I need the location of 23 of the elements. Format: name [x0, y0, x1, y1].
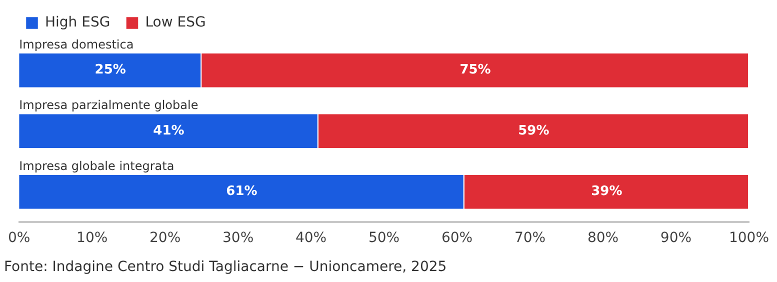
x-tick-label: 30% — [222, 230, 254, 246]
x-tick-label: 10% — [76, 230, 108, 246]
data-label: 25% — [94, 62, 126, 78]
x-tick-label: 50% — [368, 230, 400, 246]
y-tick-label: Impresa globale integrata — [19, 158, 174, 173]
x-tick-label: 40% — [295, 230, 327, 246]
source-note: Fonte: Indagine Centro Studi Tagliacarne − Unioncamere, 2025 — [4, 259, 447, 275]
y-tick-label: Impresa domestica — [19, 37, 134, 52]
data-label: 59% — [518, 123, 550, 138]
y-tick-label: Impresa parzialmente globale — [19, 98, 198, 112]
x-tick-label: 80% — [587, 230, 619, 246]
x-tick-label: 70% — [514, 230, 546, 246]
data-label: 41% — [153, 123, 184, 138]
data-label: 39% — [591, 184, 622, 200]
data-label: 75% — [460, 62, 491, 78]
legend-label: Low ESG — [145, 14, 206, 31]
legend-label: High ESG — [45, 14, 110, 31]
x-tick-label: 100% — [728, 230, 770, 246]
x-tick-label: 90% — [660, 230, 692, 246]
data-label: 61% — [226, 184, 258, 200]
x-tick-label: 0% — [8, 230, 30, 246]
x-tick-label: 60% — [441, 230, 473, 246]
x-tick-label: 20% — [150, 230, 181, 246]
